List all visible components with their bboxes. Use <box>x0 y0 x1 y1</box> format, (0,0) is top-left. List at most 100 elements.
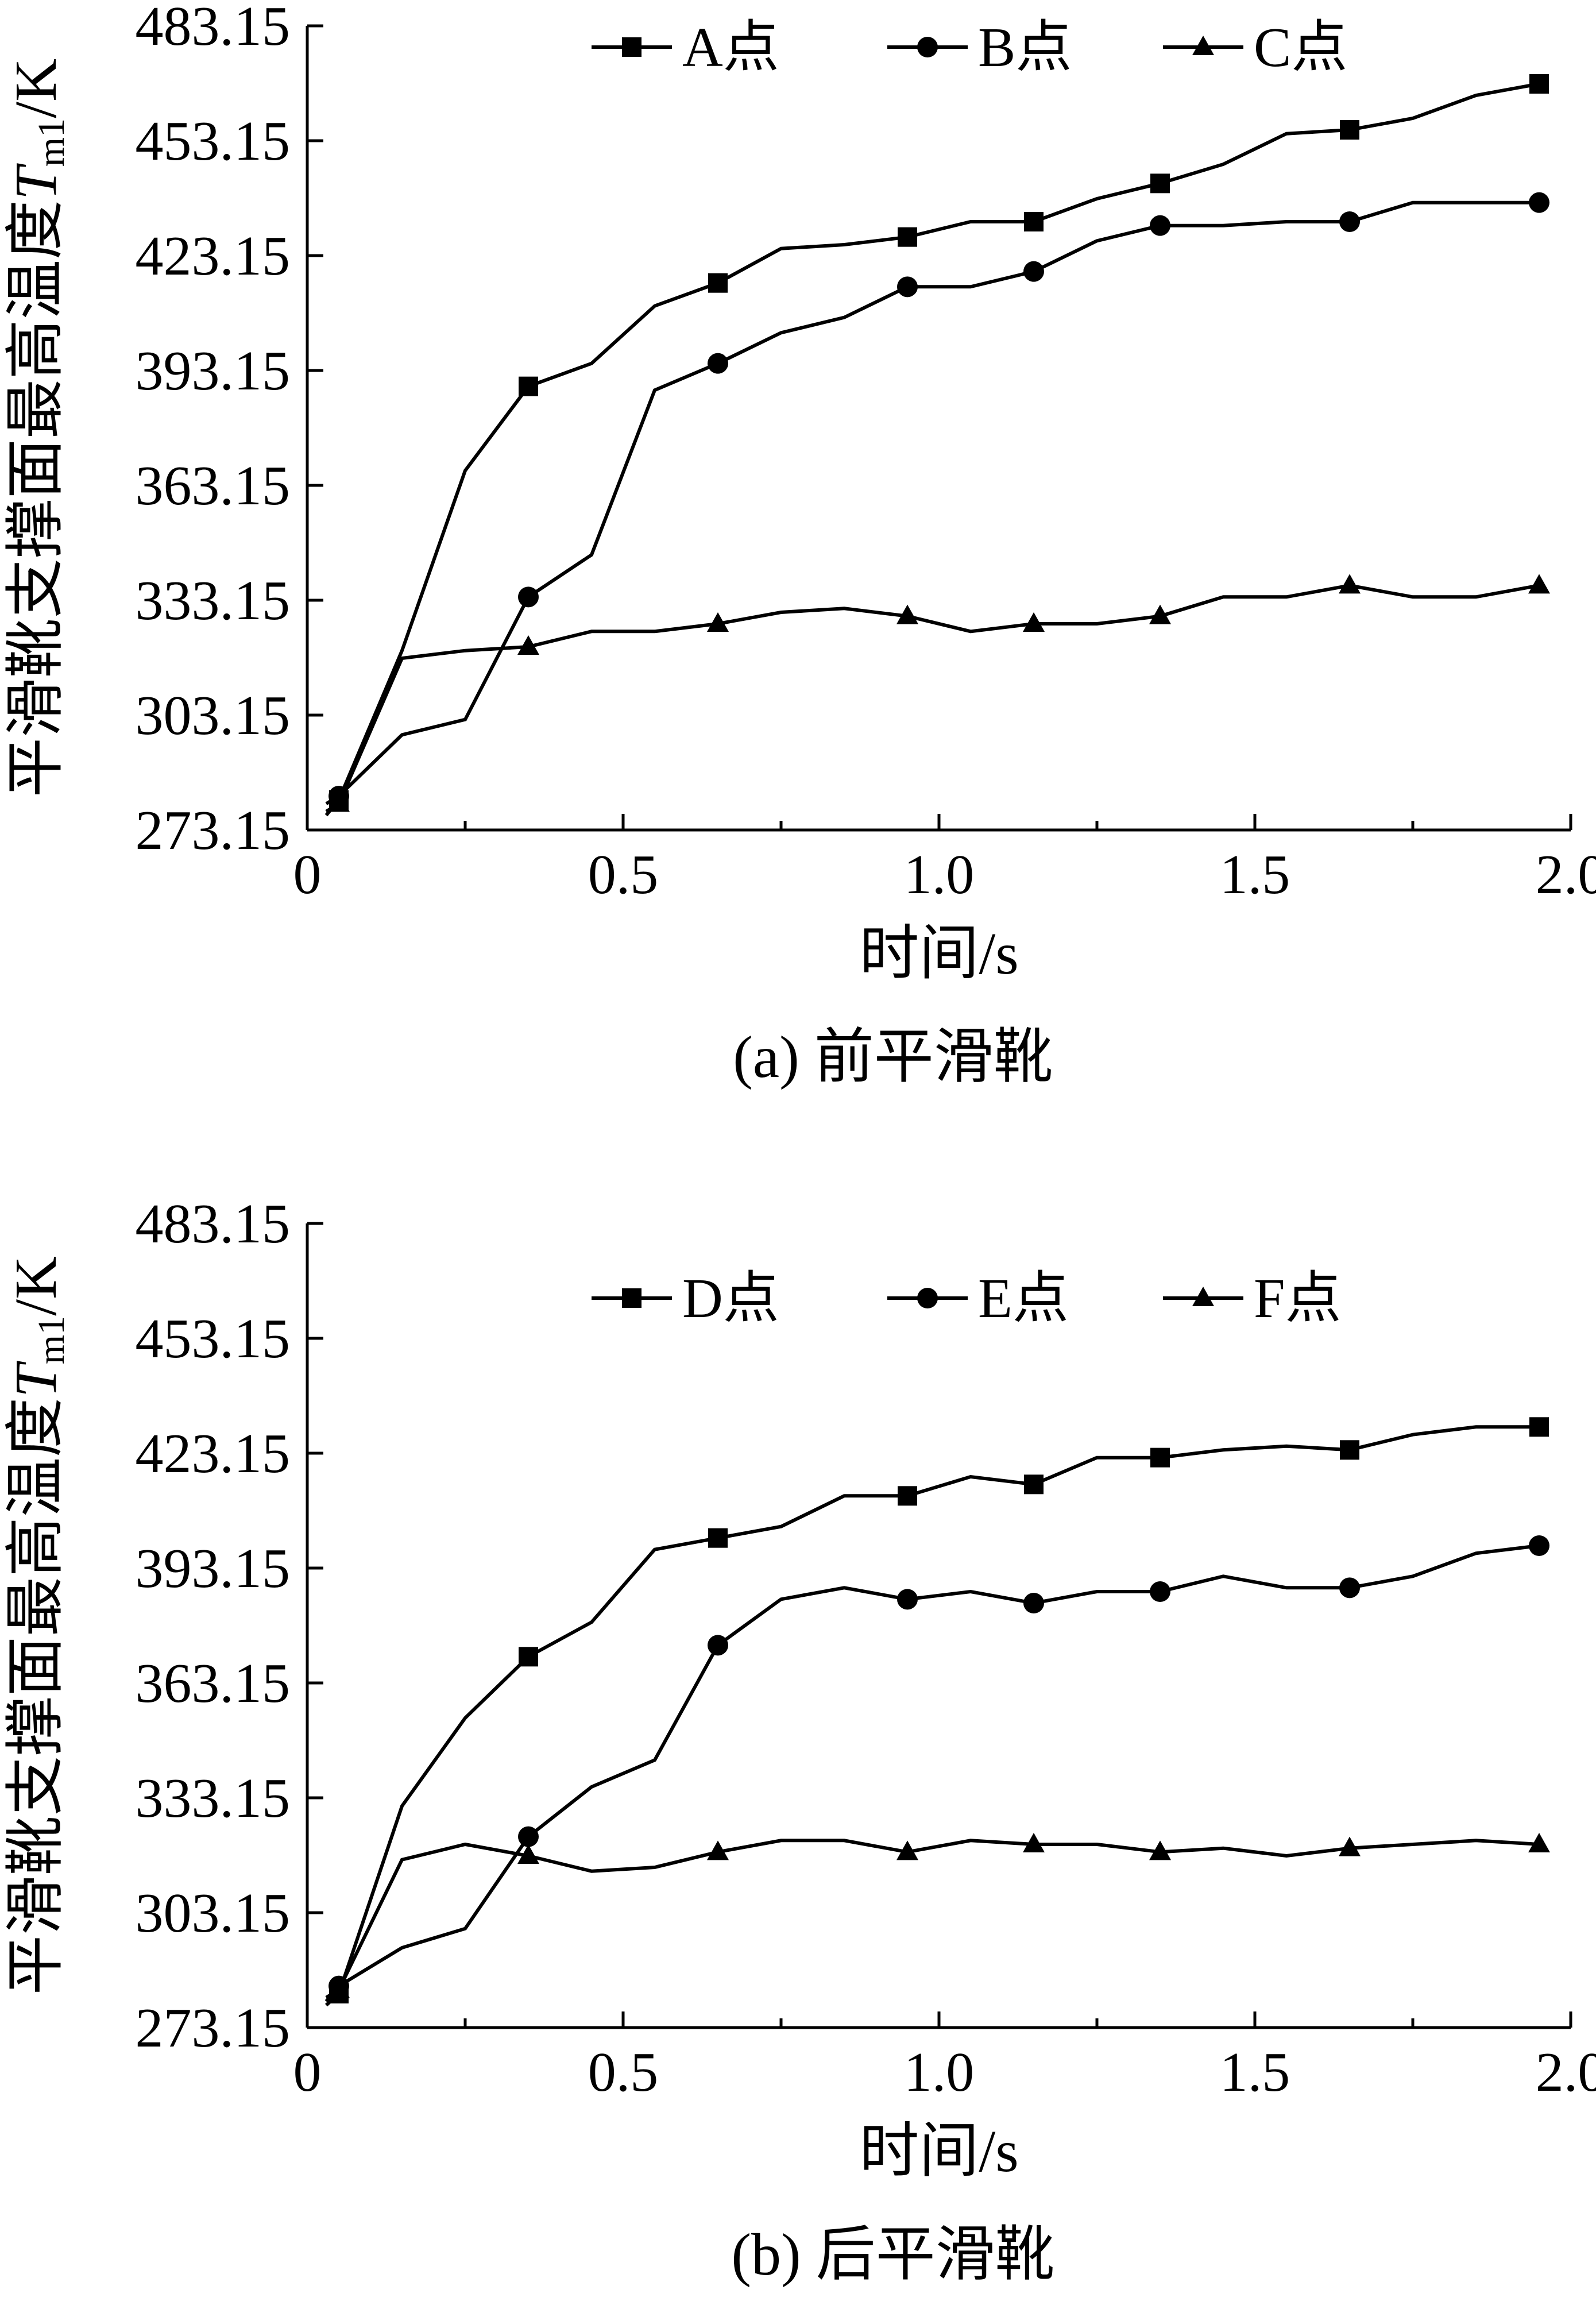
data-point-E点 <box>897 1589 918 1610</box>
x-tick-label: 1.0 <box>904 2041 975 2103</box>
y-tick-label: 363.15 <box>136 1653 291 1715</box>
data-point-D点 <box>1150 1447 1170 1468</box>
chart-caption: (b) 后平滑靴 <box>731 2222 1054 2288</box>
x-tick-label: 0 <box>293 844 322 906</box>
series-line-E点 <box>324 1544 1540 2003</box>
y-axis-label: 平滑靴支撑面最高温度Tm1/K <box>3 59 72 797</box>
series-line-A点 <box>324 82 1540 817</box>
legend-marker-D点 <box>622 1288 642 1308</box>
data-point-E点 <box>1150 1581 1170 1602</box>
x-tick-label: 0.5 <box>588 844 659 906</box>
data-point-A点 <box>1150 173 1170 194</box>
y-tick-label: 393.15 <box>136 340 291 402</box>
legend-label: E点 <box>978 1268 1069 1330</box>
data-point-B点 <box>1150 215 1170 236</box>
x-axis-label: 时间/s <box>859 2118 1018 2184</box>
data-point-D点 <box>1024 1474 1044 1495</box>
y-axis-label-prefix: 平滑靴支撑面最高温度 <box>3 1397 69 1995</box>
y-tick-label: 423.15 <box>136 1423 291 1485</box>
y-axis-label-symbol: T <box>3 163 69 200</box>
data-point-A点 <box>1024 212 1044 231</box>
legend-label: D点 <box>682 1268 779 1330</box>
y-tick-label: 393.15 <box>136 1538 291 1600</box>
y-axis-label-symbol: T <box>3 1361 69 1397</box>
x-axis-label: 时间/s <box>859 921 1018 987</box>
data-point-D点 <box>1529 1417 1549 1437</box>
data-point-B点 <box>1023 261 1044 282</box>
y-tick-label: 453.15 <box>136 110 291 172</box>
legend-label: A点 <box>682 17 779 79</box>
y-tick-label: 273.15 <box>136 800 291 862</box>
data-point-D点 <box>898 1486 917 1506</box>
y-tick-label: 483.15 <box>136 0 291 57</box>
series-line-B点 <box>325 200 1539 805</box>
data-point-C点 <box>707 612 729 632</box>
y-tick-label: 333.15 <box>136 1767 291 1829</box>
data-point-A点 <box>1529 74 1549 94</box>
legend-label: B点 <box>978 17 1072 79</box>
data-point-B点 <box>708 353 728 374</box>
x-tick-label: 1.0 <box>904 844 975 906</box>
y-tick-label: 303.15 <box>136 1882 291 1944</box>
data-point-E点 <box>518 1826 539 1847</box>
series-line-C点 <box>325 584 1540 813</box>
data-point-B点 <box>897 276 918 298</box>
data-point-F点 <box>328 1978 350 1998</box>
y-tick-label: 363.15 <box>136 455 291 517</box>
data-point-A点 <box>519 376 538 396</box>
chart-caption: (a) 前平滑靴 <box>733 1024 1053 1090</box>
data-point-C点 <box>328 792 350 812</box>
legend-marker-B点 <box>917 37 938 57</box>
data-point-C点 <box>1528 574 1550 594</box>
data-point-E点 <box>708 1635 728 1656</box>
y-axis-label-subscript: m1 <box>30 118 72 167</box>
data-point-A点 <box>1340 120 1359 140</box>
data-point-F点 <box>517 1844 539 1864</box>
data-point-A点 <box>708 273 728 293</box>
data-point-E点 <box>1023 1593 1044 1613</box>
data-point-F点 <box>1339 1836 1361 1856</box>
y-tick-label: 483.15 <box>136 1193 291 1255</box>
data-point-C点 <box>517 635 539 655</box>
data-point-F点 <box>707 1840 729 1860</box>
data-point-B点 <box>1339 211 1360 232</box>
data-point-C点 <box>1023 612 1045 632</box>
legend-label: F点 <box>1254 1268 1342 1330</box>
data-point-D点 <box>519 1647 538 1667</box>
legend-marker-E点 <box>917 1288 938 1308</box>
y-axis-label-subscript: m1 <box>30 1316 72 1364</box>
chart-b: 273.15 303.15 333.15 363.15 393.15 423.15 453.… <box>3 1193 1596 2288</box>
y-tick-label: 273.15 <box>136 1997 291 2059</box>
x-tick-label: 2.0 <box>1536 844 1596 906</box>
y-tick-label: 453.15 <box>136 1308 291 1370</box>
y-axis-label-unit: /K <box>3 1256 69 1316</box>
legend-label: C点 <box>1254 17 1347 79</box>
x-tick-label: 0 <box>293 2041 322 2103</box>
data-point-F点 <box>896 1840 918 1860</box>
data-point-C点 <box>896 604 918 624</box>
data-point-B点 <box>1529 192 1549 213</box>
x-tick-label: 2.0 <box>1536 2041 1596 2103</box>
data-point-C点 <box>1339 574 1361 594</box>
data-point-B点 <box>518 586 539 608</box>
x-tick-label: 1.5 <box>1220 844 1290 906</box>
series-line-D点 <box>324 1425 1539 2007</box>
chart-a: 273.15 303.15 333.15 363.15 393.15 423.15 453.… <box>3 0 1596 1090</box>
data-point-D点 <box>708 1528 728 1548</box>
y-tick-label: 333.15 <box>136 570 291 632</box>
y-tick-label: 303.15 <box>136 685 291 747</box>
x-tick-label: 1.5 <box>1220 2041 1290 2103</box>
x-tick-label: 0.5 <box>588 2041 659 2103</box>
data-point-D点 <box>1340 1440 1359 1460</box>
y-axis-label: 平滑靴支撑面最高温度Tm1/K <box>3 1256 72 1995</box>
data-point-E点 <box>1339 1577 1360 1599</box>
data-point-F点 <box>1023 1833 1045 1852</box>
data-point-F点 <box>1149 1840 1171 1860</box>
y-tick-label: 423.15 <box>136 225 291 287</box>
data-point-A点 <box>898 227 917 247</box>
legend-marker-F点 <box>1192 1287 1214 1306</box>
y-axis-label-unit: /K <box>3 59 69 118</box>
legend-marker-C点 <box>1192 36 1214 55</box>
data-point-C点 <box>1149 604 1171 624</box>
